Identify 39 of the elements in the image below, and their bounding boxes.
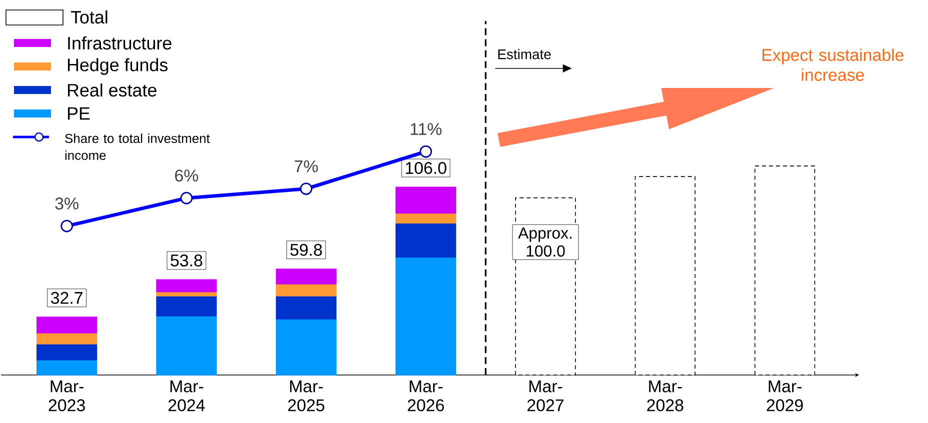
bar <box>156 316 217 376</box>
data-label: Approx. 100.0 <box>518 228 572 257</box>
total-label: 106.0 <box>406 162 446 174</box>
bar <box>36 332 98 344</box>
bar <box>36 316 98 334</box>
bar <box>276 318 336 376</box>
bar <box>36 344 98 360</box>
bar <box>276 268 336 284</box>
legend-label: Total <box>70 10 108 24</box>
bar <box>396 186 456 214</box>
data-label: 11% <box>410 123 442 136</box>
legend-label: PE <box>68 107 90 120</box>
x-tick-label: Mar-2026 <box>408 380 444 412</box>
bar <box>276 296 336 320</box>
total-label: 32.7 <box>50 292 82 304</box>
bar <box>156 279 217 292</box>
annotation: Expect sustainable increase <box>762 48 904 81</box>
bar <box>36 360 98 376</box>
x-tick-label: Mar-2027 <box>528 380 564 412</box>
x-tick-label: Mar-2025 <box>288 380 324 412</box>
x-tick-label: Mar-2028 <box>647 380 684 412</box>
bar <box>396 222 456 258</box>
data-label: 7% <box>294 160 318 172</box>
total-label: 53.8 <box>170 254 202 266</box>
bar <box>276 284 336 296</box>
x-tick-label: Mar-2024 <box>168 380 205 412</box>
legend-label: Infrastructure <box>68 36 172 50</box>
bar <box>396 212 456 224</box>
legend-label: Real estate <box>68 83 156 97</box>
x-tick-label: Mar-2023 <box>48 380 85 412</box>
legend-label: Hedge funds <box>68 58 168 75</box>
x-tick-label: Mar-2029 <box>766 380 803 412</box>
legend-label: Share to total investment income <box>65 134 210 160</box>
data-label: 3% <box>55 198 78 210</box>
annotation: Estimate <box>498 48 551 60</box>
bar <box>396 256 456 376</box>
bar <box>156 296 217 316</box>
total-label: 59.8 <box>290 244 322 256</box>
data-label: 6% <box>175 170 198 182</box>
